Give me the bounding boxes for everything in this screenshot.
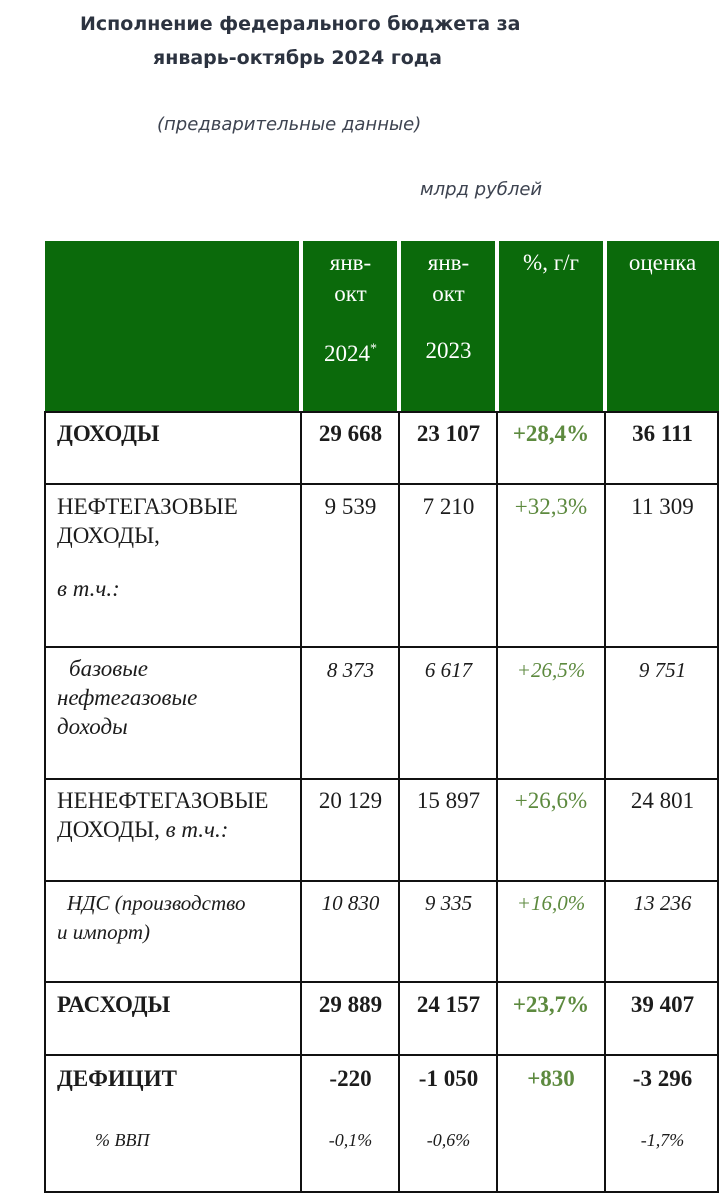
preliminary-note: (предварительные данные) (157, 114, 422, 135)
header-divider (397, 241, 401, 411)
cell-value: 15 897 (416, 788, 481, 813)
row-divider (44, 880, 719, 882)
column-divider (300, 411, 302, 1193)
cell-value: -0,1% (328, 1130, 373, 1150)
cell-value: 9 539 (324, 494, 377, 519)
row-label-non-oil-gas: НЕНЕФТЕГАЗОВЫЕ ДОХОДЫ, в т.ч.: (57, 788, 269, 842)
column-divider (496, 411, 498, 1193)
row-divider (44, 1054, 719, 1056)
cell-value: 24 801 (630, 788, 695, 813)
column-divider (398, 411, 400, 1193)
header-divider (495, 241, 499, 411)
cell-value: 23 107 (416, 421, 481, 446)
table-border-bottom (44, 1191, 719, 1193)
row-divider (44, 483, 719, 485)
row-divider (44, 411, 719, 413)
row-label-vat: НДС (производство и импорт) (57, 891, 246, 944)
row-divider (44, 646, 719, 648)
row-divider (44, 778, 719, 780)
cell-value: 9 335 (424, 891, 473, 915)
header-col-yoy: %, г/г (523, 250, 579, 275)
cell-value: 29 889 (318, 992, 383, 1017)
cell-value: -1 050 (418, 1066, 479, 1091)
header-divider (299, 241, 303, 411)
cell-value-yoy: +28,4% (512, 421, 590, 446)
header-col-estimate: оценка (628, 250, 697, 275)
cell-value: 11 309 (631, 494, 694, 519)
row-divider (44, 981, 719, 983)
cell-value: 39 407 (630, 992, 695, 1017)
row-label-revenue: ДОХОДЫ (57, 421, 160, 446)
header-divider (603, 241, 607, 411)
header-col-2024: янв- окт 2024* (324, 250, 377, 366)
cell-value-yoy: +830 (527, 1066, 575, 1091)
cell-value: 7 210 (422, 494, 475, 519)
row-label-oil-gas-revenue: НЕФТЕГАЗОВЫЕ ДОХОДЫ, в т.ч.: (57, 494, 238, 601)
table-border-left (44, 411, 46, 1193)
cell-value: -0,6% (426, 1130, 471, 1150)
cell-value: 6 617 (424, 658, 473, 682)
cell-value: 9 751 (638, 658, 687, 682)
table-border-right (717, 411, 719, 1193)
cell-value: 10 830 (321, 891, 380, 915)
cell-value-yoy: +26,6% (514, 788, 588, 813)
column-divider (604, 411, 606, 1193)
cell-value: -220 (329, 1066, 372, 1091)
cell-value-yoy: +23,7% (512, 992, 590, 1017)
cell-value: -1,7% (640, 1130, 685, 1150)
cell-value: 24 157 (416, 992, 481, 1017)
cell-value-yoy: +26,5% (516, 658, 586, 682)
cell-value: 20 129 (318, 788, 383, 813)
cell-value: 36 111 (632, 421, 693, 446)
cell-value: 8 373 (326, 658, 375, 682)
page-title-line1: Исполнение федерального бюджета за (80, 13, 521, 35)
cell-value-yoy: +32,3% (514, 494, 588, 519)
cell-value: 29 668 (318, 421, 383, 446)
row-label-gdp-share: % ВВП (95, 1130, 150, 1150)
row-label-base-oil-gas: базовые нефтегазовые доходы (57, 656, 198, 739)
cell-value: 13 236 (633, 891, 692, 915)
header-col-2023: янв- окт 2023 (425, 250, 472, 363)
cell-value: -3 296 (632, 1066, 693, 1091)
page-title-line2: январь-октябрь 2024 года (153, 47, 442, 69)
row-label-expenditure: РАСХОДЫ (57, 992, 171, 1017)
units-label: млрд рублей (420, 179, 543, 200)
row-label-deficit: ДЕФИЦИТ (57, 1066, 177, 1091)
cell-value-yoy: +16,0% (516, 891, 586, 915)
